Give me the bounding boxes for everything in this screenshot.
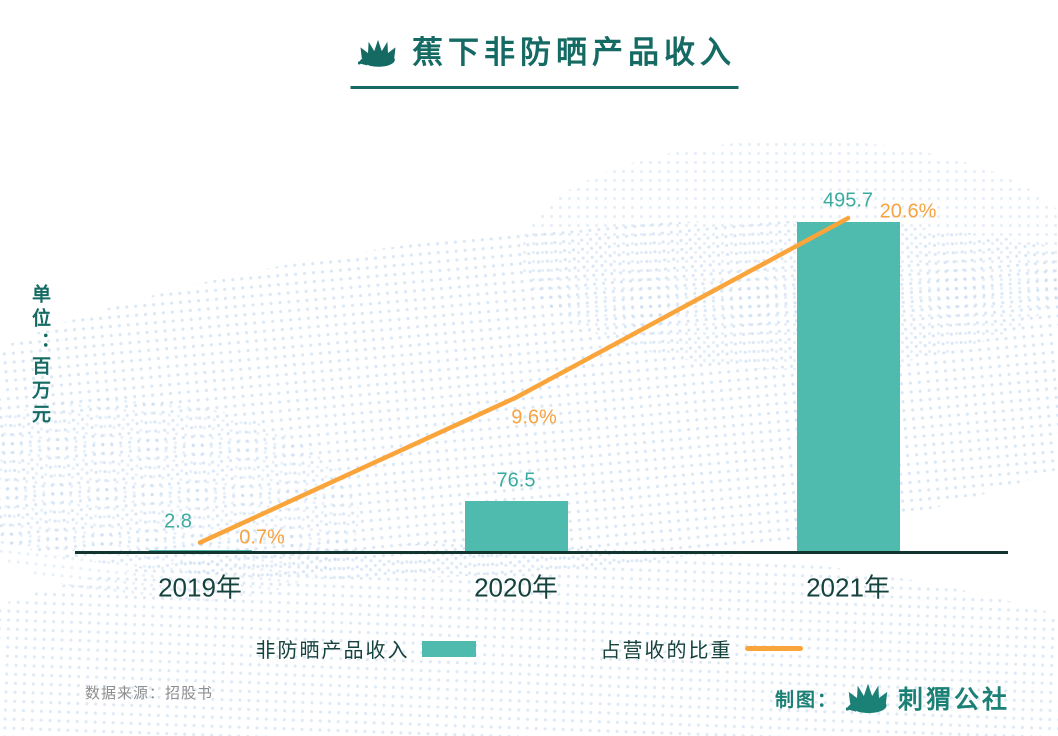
x-tick-label: 2019年 [158,572,242,603]
title-underline [350,86,739,89]
legend-line-swatch [744,646,803,651]
legend-line-label: 占营收的比重 [600,640,733,662]
bar-value-label: 2.8 [164,510,192,533]
x-axis-line [75,551,1008,554]
legend: 非防晒产品收入 占营收的比重 [0,634,1058,663]
percentage-label: 0.7% [239,526,285,549]
revenue-bar [464,501,568,552]
credit-name: 刺猬公社 [897,686,1010,714]
legend-bar-label: 非防晒产品收入 [255,640,410,662]
chart-header: 蕉下非防晒产品收入 [18,34,1058,71]
hedgehog-logo [845,681,890,715]
bar-value-label: 495.7 [822,189,874,212]
bar-value-label: 76.5 [496,469,536,492]
revenue-bar [796,222,900,552]
credit-label: 制图： [774,689,838,711]
x-tick-label: 2020年 [474,572,558,603]
percentage-label: 9.6% [511,406,557,429]
x-tick-label: 2021年 [806,572,890,603]
percentage-label: 20.6% [879,200,937,223]
data-source: 数据来源：招股书 [85,685,214,702]
y-axis-label: 单位：百万元 [29,284,50,428]
page-title: 蕉下非防晒产品收入 [412,35,736,70]
legend-item-bar: 非防晒产品收入 [256,634,476,663]
legend-item-line: 占营收的比重 [601,634,803,663]
hedgehog-icon [358,37,398,69]
credit: 制图： 刺猬公社 [775,680,1010,716]
legend-bar-swatch [421,640,476,657]
